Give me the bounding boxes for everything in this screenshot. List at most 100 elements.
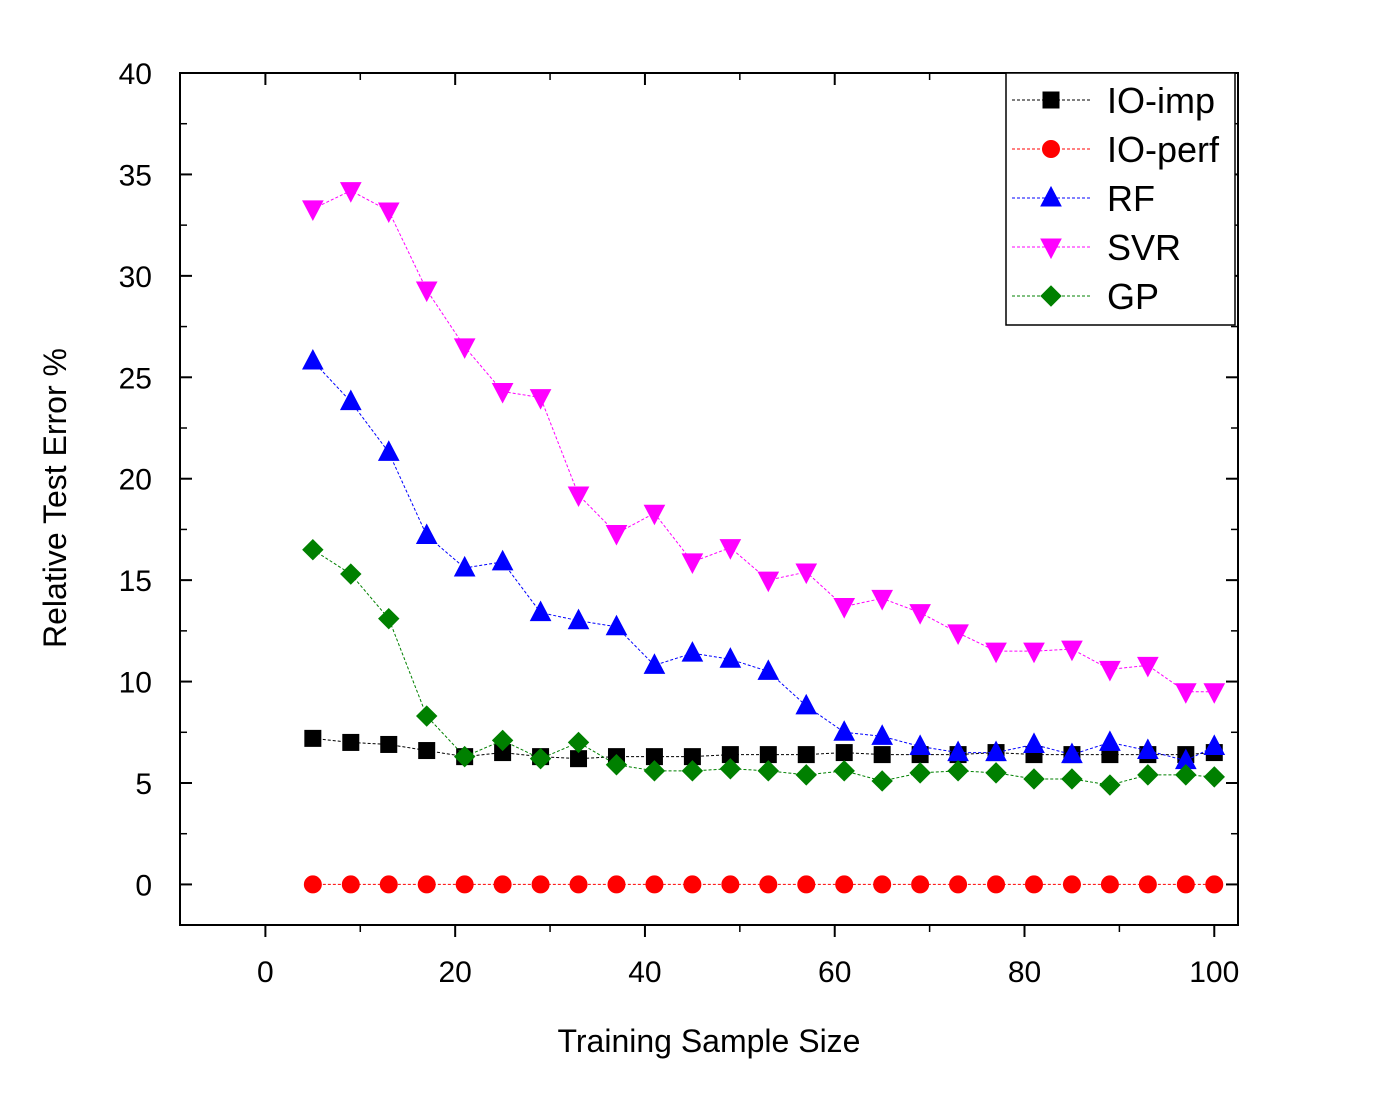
plot-frame xyxy=(179,72,1239,926)
data-point xyxy=(302,348,324,370)
data-point xyxy=(871,724,893,745)
data-point xyxy=(529,747,552,770)
data-point xyxy=(683,875,702,894)
series-line xyxy=(312,360,1215,762)
data-point xyxy=(949,875,968,894)
legend-marker xyxy=(1040,285,1062,307)
data-point xyxy=(985,642,1007,664)
data-point xyxy=(1062,875,1081,894)
data-point xyxy=(871,770,893,792)
x-tick-label: 60 xyxy=(818,956,851,989)
x-tick-label: 20 xyxy=(438,956,471,989)
data-point xyxy=(833,720,856,741)
data-point xyxy=(529,600,552,622)
data-point xyxy=(759,875,778,894)
data-point xyxy=(567,608,590,630)
y-tick-label: 30 xyxy=(119,261,152,294)
data-point xyxy=(873,875,892,894)
data-point xyxy=(719,758,742,780)
data-point xyxy=(835,875,854,894)
data-point xyxy=(797,875,816,894)
data-point xyxy=(453,555,476,577)
data-point xyxy=(341,875,360,894)
data-point xyxy=(1099,660,1121,682)
data-point xyxy=(1203,683,1226,704)
data-point xyxy=(605,524,628,546)
data-point xyxy=(339,182,362,203)
legend-label: RF xyxy=(1107,178,1155,219)
data-point xyxy=(947,624,969,645)
data-point xyxy=(605,614,628,636)
data-point xyxy=(303,875,322,894)
data-point xyxy=(1174,683,1197,704)
legend-marker xyxy=(1042,91,1060,109)
data-point xyxy=(1137,738,1159,760)
data-point xyxy=(377,202,400,224)
legend-label: GP xyxy=(1107,276,1159,317)
data-point xyxy=(567,731,590,754)
data-point xyxy=(911,875,930,894)
data-point xyxy=(909,762,931,784)
data-point xyxy=(1203,734,1226,755)
x-tick-label: 100 xyxy=(1189,956,1239,989)
data-point xyxy=(415,281,438,303)
data-point xyxy=(757,571,780,593)
legend-marker xyxy=(1042,140,1060,158)
data-point xyxy=(795,764,817,786)
data-point xyxy=(491,382,514,404)
data-point xyxy=(378,607,400,630)
data-point xyxy=(418,742,436,760)
series-io-imp xyxy=(304,729,1223,768)
data-point xyxy=(909,734,931,755)
data-point xyxy=(529,389,552,410)
data-point xyxy=(987,875,1006,894)
data-point xyxy=(947,760,969,782)
y-tick-label: 0 xyxy=(135,869,152,902)
data-point xyxy=(1137,764,1159,786)
data-point xyxy=(757,760,780,782)
y-tick-label: 40 xyxy=(119,58,152,91)
data-point xyxy=(607,875,626,894)
data-point xyxy=(833,760,855,782)
data-point xyxy=(1099,774,1121,796)
legend: IO-imp IO-perf RF SVR GP xyxy=(1005,72,1236,326)
data-point xyxy=(1176,875,1195,894)
data-point xyxy=(415,523,438,545)
series-io-perf xyxy=(303,875,1224,894)
data-point xyxy=(643,653,666,674)
data-point xyxy=(1100,875,1119,894)
data-point xyxy=(302,539,324,561)
data-point xyxy=(985,762,1007,784)
y-tick-label: 10 xyxy=(119,667,152,700)
data-point xyxy=(453,745,476,768)
data-point xyxy=(493,875,512,894)
data-point xyxy=(643,504,666,526)
x-axis-title: Training Sample Size xyxy=(558,1023,861,1059)
data-point xyxy=(340,563,362,585)
data-point xyxy=(1099,730,1121,751)
data-point xyxy=(567,486,590,508)
data-point xyxy=(795,693,818,715)
data-point xyxy=(833,598,856,619)
data-point xyxy=(719,647,742,668)
legend-marker xyxy=(1040,185,1062,207)
data-point xyxy=(871,589,893,611)
y-tick-label: 20 xyxy=(119,464,152,497)
y-tick-label: 35 xyxy=(119,159,152,192)
data-point xyxy=(1175,764,1197,786)
data-point xyxy=(569,875,588,894)
data-point xyxy=(757,659,780,680)
data-point xyxy=(873,746,891,764)
data-point xyxy=(1023,768,1045,790)
data-point xyxy=(1061,742,1083,764)
y-tick-label: 5 xyxy=(135,768,152,801)
data-point xyxy=(835,744,853,762)
data-point xyxy=(681,760,704,782)
data-point xyxy=(304,729,322,747)
y-axis-title: Relative Test Error % xyxy=(37,348,73,648)
legend-label: IO-perf xyxy=(1107,129,1220,170)
data-point xyxy=(1203,766,1225,788)
axes-layer: 0 5 10 15 20 25 30 35 40 0 20 40 60 80 100 xyxy=(119,58,1240,989)
